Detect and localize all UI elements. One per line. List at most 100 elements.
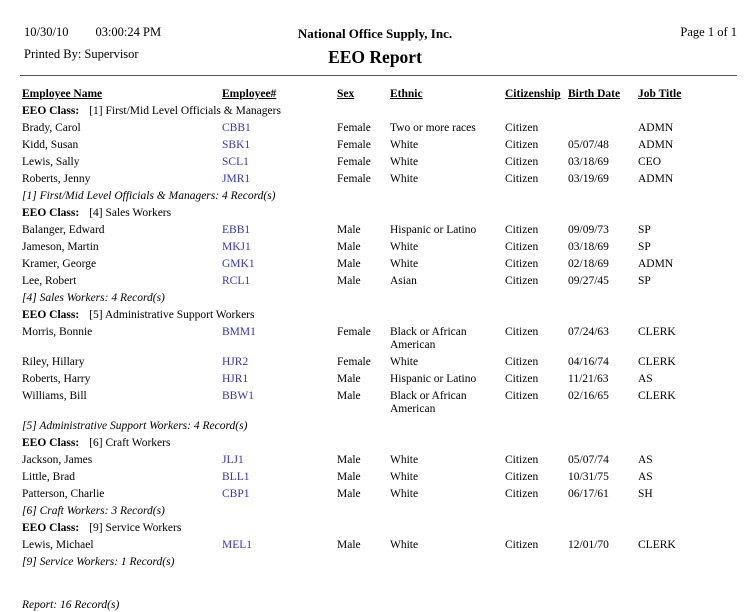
employee-row: Little, Brad BLL1 Male White Citizen 10/31/75… xyxy=(22,469,737,486)
citizenship-cell: Citizen xyxy=(505,139,539,151)
citizenship-cell: Citizen xyxy=(505,224,539,236)
column-header-job-title: Job Title xyxy=(638,88,682,100)
employee-name-cell: Kidd, Susan xyxy=(22,139,79,151)
citizenship-cell: Citizen xyxy=(505,275,539,287)
employee-number-link[interactable]: CBP1 xyxy=(222,488,250,500)
employee-row: Riley, Hillary HJR2 Female White Citizen 04/1… xyxy=(22,354,737,371)
job-title-cell: ADMN xyxy=(638,173,674,185)
ethnic-cell: Black or African American xyxy=(390,390,467,415)
job-title-cell: SH xyxy=(638,488,653,500)
eeo-class-value: [9] Service Workers xyxy=(89,522,182,534)
birth-date-cell: 05/07/74 xyxy=(568,454,609,466)
birth-date-cell: 02/18/69 xyxy=(568,258,609,270)
eeo-class-row: EEO Class: [6] Craft Workers xyxy=(22,435,737,452)
employee-number-link[interactable]: RCL1 xyxy=(222,275,251,287)
report-summary: Report: 16 Record(s) xyxy=(22,599,120,611)
group-summary: [1] First/Mid Level Officials & Managers… xyxy=(22,190,276,202)
employee-row: Roberts, Harry HJR1 Male Hispanic or Latino… xyxy=(22,371,737,388)
eeo-class-value: [6] Craft Workers xyxy=(89,437,171,449)
ethnic-cell: White xyxy=(390,471,419,483)
group-summary: [5] Administrative Support Workers: 4 Re… xyxy=(22,420,248,432)
employee-number-link[interactable]: EBB1 xyxy=(222,224,251,236)
eeo-class-label: EEO Class: xyxy=(22,105,80,117)
employee-number-link[interactable]: BBW1 xyxy=(222,390,254,402)
employee-number-link[interactable]: BMM1 xyxy=(222,326,256,338)
eeo-class-value: [4] Sales Workers xyxy=(89,207,172,219)
citizenship-cell: Citizen xyxy=(505,454,539,466)
employee-name-cell: Roberts, Harry xyxy=(22,373,91,385)
employee-number-link[interactable]: MEL1 xyxy=(222,539,253,551)
ethnic-cell: Asian xyxy=(390,275,417,287)
citizenship-cell: Citizen xyxy=(505,471,539,483)
printed-by-value: Supervisor xyxy=(84,47,139,61)
employee-name-cell: Lewis, Michael xyxy=(22,539,94,551)
eeo-class-row: EEO Class: [1] First/Mid Level Officials … xyxy=(22,103,737,120)
eeo-class-value: [1] First/Mid Level Officials & Managers xyxy=(89,105,281,117)
employee-number-link[interactable]: BLL1 xyxy=(222,471,250,483)
employee-number-link[interactable]: MKJ1 xyxy=(222,241,251,253)
eeo-class-row: EEO Class: [9] Service Workers xyxy=(22,520,737,537)
eeo-class-label: EEO Class: xyxy=(22,522,80,534)
birth-date-cell: 04/16/74 xyxy=(568,356,609,368)
employee-row: Lee, Robert RCL1 Male Asian Citizen 09/27/45 S… xyxy=(22,273,737,290)
birth-date-cell: 10/31/75 xyxy=(568,471,609,483)
birth-date-cell: 06/17/61 xyxy=(568,488,609,500)
employee-row: Morris, Bonnie BMM1 Female Black or African… xyxy=(22,324,737,354)
birth-date-cell: 03/18/69 xyxy=(568,241,609,253)
job-title-cell: SP xyxy=(638,224,651,236)
sex-cell: Male xyxy=(337,224,361,236)
employee-number-link[interactable]: GMK1 xyxy=(222,258,255,270)
sex-cell: Female xyxy=(337,356,371,368)
citizenship-cell: Citizen xyxy=(505,156,539,168)
employee-number-link[interactable]: HJR2 xyxy=(222,356,249,368)
eeo-class-label: EEO Class: xyxy=(22,207,80,219)
group-summary: [6] Craft Workers: 3 Record(s) xyxy=(22,505,165,517)
birth-date-cell: 03/18/69 xyxy=(568,156,609,168)
citizenship-cell: Citizen xyxy=(505,373,539,385)
citizenship-cell: Citizen xyxy=(505,390,539,402)
ethnic-cell: White xyxy=(390,258,419,270)
employee-name-cell: Kramer, George xyxy=(22,258,97,270)
birth-date-cell: 07/24/63 xyxy=(568,326,609,338)
report-table: Employee Name Employee# Sex Ethnic Citiz… xyxy=(22,86,737,612)
ethnic-cell: Black or African American xyxy=(390,326,467,351)
employee-name-cell: Riley, Hillary xyxy=(22,356,85,368)
employee-number-link[interactable]: HJR1 xyxy=(222,373,249,385)
employee-name-cell: Lee, Robert xyxy=(22,275,77,287)
birth-date-cell: 02/16/65 xyxy=(568,390,609,402)
ethnic-cell: White xyxy=(390,241,419,253)
employee-row: Williams, Bill BBW1 Male Black or African A… xyxy=(22,388,737,418)
employee-number-link[interactable]: SCL1 xyxy=(222,156,249,168)
citizenship-cell: Citizen xyxy=(505,258,539,270)
sex-cell: Male xyxy=(337,241,361,253)
eeo-class-label: EEO Class: xyxy=(22,437,80,449)
ethnic-cell: White xyxy=(390,156,419,168)
eeo-class-row: EEO Class: [4] Sales Workers xyxy=(22,205,737,222)
employee-number-link[interactable]: CBB1 xyxy=(222,122,251,134)
ethnic-cell: White xyxy=(390,488,419,500)
employee-number-link[interactable]: SBK1 xyxy=(222,139,251,151)
printed-by-label: Printed By: xyxy=(24,47,82,61)
column-header-ethnic: Ethnic xyxy=(390,88,423,100)
employee-name-cell: Lewis, Sally xyxy=(22,156,80,168)
employee-number-link[interactable]: JMR1 xyxy=(222,173,251,185)
citizenship-cell: Citizen xyxy=(505,356,539,368)
eeo-class-value: [5] Administrative Support Workers xyxy=(89,309,255,321)
citizenship-cell: Citizen xyxy=(505,488,539,500)
employee-name-cell: Jameson, Martin xyxy=(22,241,99,253)
sex-cell: Male xyxy=(337,390,361,402)
job-title-cell: CEO xyxy=(638,156,661,168)
employee-row: Brady, Carol CBB1 Female Two or more races C… xyxy=(22,120,737,137)
column-header-birth-date: Birth Date xyxy=(568,88,621,100)
column-header-employee-name: Employee Name xyxy=(22,88,103,100)
report-title: EEO Report xyxy=(328,47,422,67)
citizenship-cell: Citizen xyxy=(505,122,539,134)
employee-number-link[interactable]: JLJ1 xyxy=(222,454,244,466)
print-time: 03:00:24 PM xyxy=(95,25,162,39)
sex-cell: Female xyxy=(337,122,371,134)
job-title-cell: CLERK xyxy=(638,390,676,402)
citizenship-cell: Citizen xyxy=(505,539,539,551)
company-name: National Office Supply, Inc. xyxy=(297,26,453,41)
employee-row: Balanger, Edward EBB1 Male Hispanic or Lati… xyxy=(22,222,737,239)
